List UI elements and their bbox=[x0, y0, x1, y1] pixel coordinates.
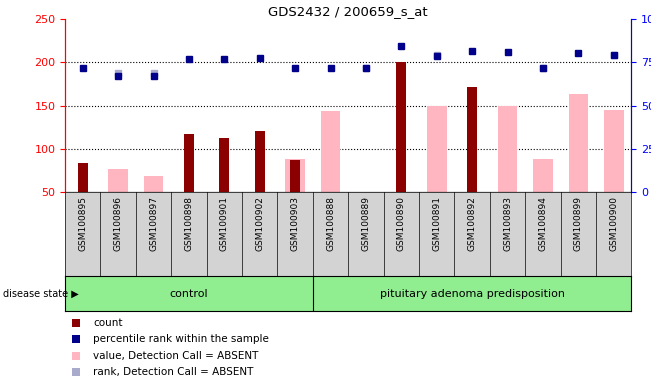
Text: GSM100890: GSM100890 bbox=[397, 196, 406, 251]
Text: GSM100894: GSM100894 bbox=[538, 196, 547, 251]
Text: count: count bbox=[94, 318, 123, 328]
Text: control: control bbox=[170, 289, 208, 299]
Text: GSM100901: GSM100901 bbox=[220, 196, 229, 251]
Text: GSM100897: GSM100897 bbox=[149, 196, 158, 251]
Text: value, Detection Call = ABSENT: value, Detection Call = ABSENT bbox=[94, 351, 259, 361]
Text: percentile rank within the sample: percentile rank within the sample bbox=[94, 334, 270, 344]
Text: pituitary adenoma predisposition: pituitary adenoma predisposition bbox=[380, 289, 564, 299]
Text: GSM100892: GSM100892 bbox=[467, 196, 477, 251]
Bar bbox=[290, 160, 300, 192]
Text: GSM100895: GSM100895 bbox=[78, 196, 87, 251]
Text: GSM100891: GSM100891 bbox=[432, 196, 441, 251]
Bar bbox=[255, 131, 265, 192]
Bar bbox=[285, 159, 305, 192]
Bar bbox=[396, 61, 406, 192]
Text: GSM100899: GSM100899 bbox=[574, 196, 583, 251]
Bar bbox=[184, 134, 194, 192]
Bar bbox=[533, 159, 553, 192]
Bar bbox=[321, 111, 340, 192]
Text: disease state ▶: disease state ▶ bbox=[3, 289, 79, 299]
Bar bbox=[604, 110, 624, 192]
Title: GDS2432 / 200659_s_at: GDS2432 / 200659_s_at bbox=[268, 5, 428, 18]
Text: GSM100893: GSM100893 bbox=[503, 196, 512, 251]
Text: GSM100900: GSM100900 bbox=[609, 196, 618, 251]
Bar bbox=[498, 106, 518, 192]
Bar bbox=[78, 164, 88, 192]
Text: GSM100898: GSM100898 bbox=[184, 196, 193, 251]
Bar bbox=[467, 87, 477, 192]
Bar bbox=[219, 139, 229, 192]
Text: GSM100896: GSM100896 bbox=[114, 196, 122, 251]
Text: GSM100902: GSM100902 bbox=[255, 196, 264, 251]
Text: GSM100889: GSM100889 bbox=[361, 196, 370, 251]
Bar bbox=[109, 169, 128, 192]
Text: GSM100903: GSM100903 bbox=[291, 196, 299, 251]
Text: rank, Detection Call = ABSENT: rank, Detection Call = ABSENT bbox=[94, 367, 254, 377]
Bar bbox=[144, 177, 163, 192]
Bar bbox=[568, 94, 588, 192]
Bar bbox=[427, 106, 447, 192]
Text: GSM100888: GSM100888 bbox=[326, 196, 335, 251]
